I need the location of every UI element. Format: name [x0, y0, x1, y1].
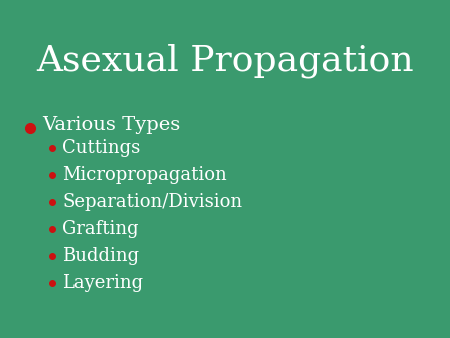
Text: Separation/Division: Separation/Division — [62, 193, 242, 211]
Text: Layering: Layering — [62, 274, 143, 292]
Text: Cuttings: Cuttings — [62, 139, 140, 157]
Text: Asexual Propagation: Asexual Propagation — [36, 43, 414, 77]
Text: Grafting: Grafting — [62, 220, 139, 238]
Text: Various Types: Various Types — [42, 116, 180, 134]
Text: Micropropagation: Micropropagation — [62, 166, 227, 184]
Text: Budding: Budding — [62, 247, 139, 265]
